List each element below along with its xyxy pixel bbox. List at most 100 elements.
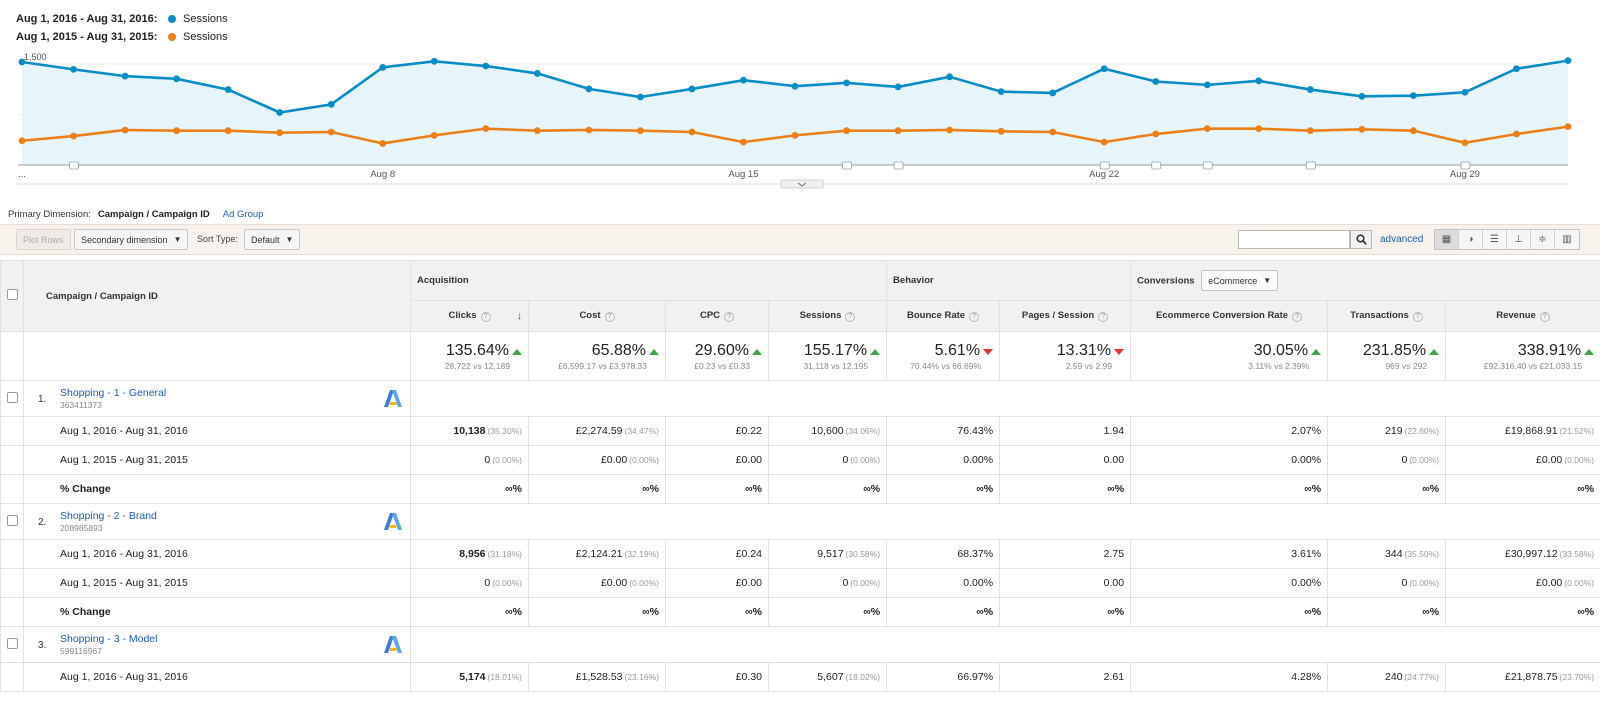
help-icon[interactable]: ? (1292, 312, 1303, 322)
pie-icon: ◑ (1467, 234, 1474, 245)
metric-value: ∞% (1422, 606, 1440, 618)
legend-dot-icon (168, 33, 176, 41)
metric-percent-of-total: (33.58%) (1559, 549, 1595, 559)
metric-percent-of-total: (34.47%) (624, 426, 660, 436)
secondary-dimension-dropdown[interactable]: Secondary dimension ▼ (74, 229, 189, 250)
row-checkbox-cell (0, 503, 24, 540)
percentage-view-button[interactable]: ◑ (1459, 230, 1483, 249)
metric-cell: 1.94 (999, 416, 1132, 446)
performance-view-button[interactable]: ☰ (1483, 230, 1507, 249)
metric-value: 2.61 (1103, 671, 1125, 683)
metric-cell: £0.00 (0.00%) (528, 568, 666, 598)
help-icon[interactable]: ? (1412, 312, 1423, 322)
data-table-view-button[interactable]: ▦ (1435, 230, 1459, 249)
arrow-down-icon (1114, 348, 1125, 355)
conversions-goal-dropdown[interactable]: eCommerce ▼ (1201, 270, 1279, 291)
campaign-name-link[interactable]: Shopping - 2 - Brand (60, 510, 157, 522)
metric-cell: ∞% (767, 474, 888, 504)
column-header[interactable]: Bounce Rate? (886, 300, 1001, 332)
date-range-label: Aug 1, 2016 - Aug 31, 2016 (23, 662, 411, 692)
row-checkbox[interactable] (6, 514, 18, 526)
primary-dimension-ad-group-link[interactable]: Ad Group (222, 209, 264, 220)
legend-item-previous: Aug 1, 2015 - Aug 31, 2015: Sessions (16, 28, 228, 46)
row-checkbox[interactable] (6, 637, 18, 649)
acquisition-group-header: Acquisition (409, 260, 888, 301)
dimension-header[interactable]: Campaign / Campaign ID (23, 260, 411, 332)
data-point (637, 93, 644, 101)
column-header[interactable]: Revenue? (1445, 300, 1600, 332)
row-checkbox[interactable] (6, 391, 18, 403)
campaign-name-link[interactable]: Shopping - 3 - Model (60, 633, 158, 645)
help-icon[interactable]: ? (480, 312, 491, 322)
metric-value: £2,274.59 (575, 425, 623, 437)
column-header[interactable]: Transactions? (1327, 300, 1447, 332)
adwords-icon[interactable] (384, 390, 402, 410)
data-point (173, 75, 181, 83)
adwords-icon[interactable] (384, 513, 402, 533)
search-button[interactable] (1350, 230, 1372, 249)
comparison-view-button[interactable]: ⊥ (1507, 230, 1531, 249)
summary-percent: 231.85% (1362, 341, 1427, 359)
arrow-down-icon (983, 348, 994, 355)
metric-value: 76.43% (957, 425, 994, 437)
metric-percent-of-total: (0.00%) (850, 455, 881, 465)
column-header[interactable]: CPC? (665, 300, 769, 332)
metric-cell: 10,138 (35.30%) (410, 416, 529, 446)
sort-type-dropdown[interactable]: Default ▼ (244, 229, 301, 250)
column-header[interactable]: Cost? (528, 300, 666, 332)
summary-change-value: 65.88% (529, 342, 659, 360)
conversions-goal-value: eCommerce (1208, 275, 1258, 286)
data-point (1203, 125, 1211, 133)
help-icon[interactable]: ? (845, 312, 856, 322)
summary-percent: 5.61% (934, 341, 981, 359)
sort-descending-icon[interactable]: ↓ (516, 310, 523, 322)
metric-percent-of-total: (18.01%) (487, 672, 523, 682)
help-icon[interactable]: ? (724, 312, 735, 322)
summary-cell: 231.85% 969 vs 292 (1327, 331, 1447, 381)
row-spacer-cell (0, 568, 24, 598)
metric-cell: ∞% (1327, 597, 1447, 627)
data-point (121, 72, 129, 80)
select-all-checkbox[interactable] (6, 289, 18, 300)
column-header-label: Clicks (448, 310, 477, 321)
metric-value: 3.61% (1291, 548, 1322, 560)
table-search-input[interactable] (1238, 230, 1350, 249)
pivot-view-button[interactable]: ▥ (1555, 230, 1579, 249)
primary-dimension-bar: Primary Dimension: Campaign / Campaign I… (8, 209, 263, 220)
column-header[interactable]: Ecommerce Conversion Rate? (1130, 300, 1329, 332)
campaign-empty-cell (409, 503, 1600, 540)
campaign-name-link[interactable]: Shopping - 1 - General (60, 387, 167, 399)
metric-value: £0.00 (600, 454, 628, 466)
metric-value: ∞% (1304, 483, 1322, 495)
help-icon[interactable]: ? (1539, 312, 1550, 322)
plot-rows-button[interactable]: Plot Rows (16, 229, 71, 250)
column-header[interactable]: Clicks? ↓ (410, 300, 529, 332)
campaign-empty-cell (409, 626, 1600, 663)
help-icon[interactable]: ? (604, 312, 615, 322)
metric-cell: 2.07% (1130, 416, 1329, 446)
term-cloud-view-button[interactable]: ≑ (1531, 230, 1555, 249)
adwords-icon[interactable] (384, 636, 402, 656)
summary-comparison: £6,599.17 vs £3,978.33 (558, 360, 647, 371)
grid-icon: ▦ (1441, 234, 1452, 245)
metric-percent-of-total: (0.00%) (1564, 455, 1595, 465)
column-header[interactable]: Sessions? (767, 300, 888, 332)
metric-cell: ∞% (1327, 474, 1447, 504)
data-point (997, 88, 1005, 96)
help-icon[interactable]: ? (969, 312, 980, 322)
metric-cell: 3.61% (1130, 539, 1329, 569)
data-point (740, 76, 747, 84)
help-icon[interactable]: ? (1098, 312, 1109, 322)
data-point (173, 127, 181, 135)
annotation-marker-icon (1202, 161, 1213, 170)
metric-percent-of-total: (0.00%) (1564, 578, 1595, 588)
campaign-cell: 1. Shopping - 1 - General 363411373 (23, 380, 411, 417)
column-header[interactable]: Pages / Session? (999, 300, 1132, 332)
advanced-filter-link[interactable]: advanced (1380, 234, 1424, 245)
select-all-cell (0, 260, 24, 332)
bar-icon: ☰ (1490, 234, 1499, 245)
data-point (1410, 127, 1417, 135)
column-header-label: CPC (699, 310, 721, 321)
metric-value: 240 (1385, 671, 1403, 683)
